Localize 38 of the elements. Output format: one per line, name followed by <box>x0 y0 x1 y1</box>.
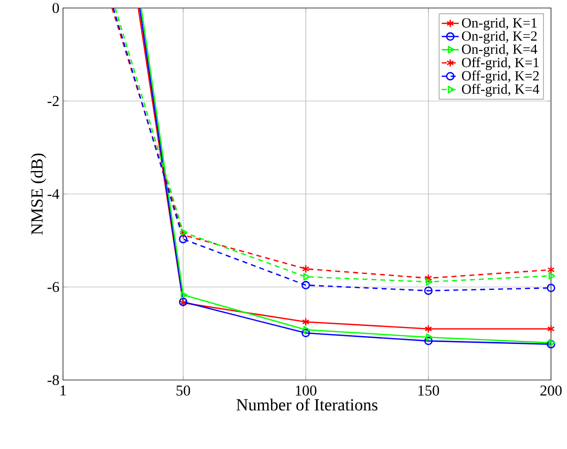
x-axis-title: Number of Iterations <box>236 398 378 411</box>
point <box>180 291 188 299</box>
point <box>548 272 556 280</box>
x-tick-label: 50 <box>176 386 190 396</box>
point <box>302 280 310 290</box>
x-tick-label: 100 <box>296 386 316 396</box>
point <box>302 264 310 274</box>
y-tick-label: -6 <box>48 282 60 292</box>
point <box>179 230 187 240</box>
x-tick-label: 150 <box>418 386 440 396</box>
y-tick-label: -8 <box>48 374 59 386</box>
legend-label: On-grid, K=1 <box>462 18 537 30</box>
point <box>547 324 555 334</box>
point <box>547 266 555 274</box>
point <box>426 278 433 286</box>
point <box>424 336 433 346</box>
legend-label: Off-grid, K=2 <box>462 70 539 84</box>
y-tick-label: 0 <box>52 2 59 14</box>
point <box>303 273 310 281</box>
point <box>302 328 310 338</box>
point <box>424 324 432 334</box>
legend-label: Off-grid, K=4 <box>462 84 540 97</box>
point <box>426 333 433 341</box>
x-tick-label: 1 <box>60 386 66 396</box>
legend-label: On-grid, K=4 <box>462 44 538 57</box>
point <box>546 284 556 292</box>
point <box>424 274 432 282</box>
point <box>180 228 188 236</box>
y-axis-title: NMSE (dB) <box>30 154 46 235</box>
x-tick-label: 200 <box>540 386 562 396</box>
y-tick-label: -4 <box>48 189 60 199</box>
y-tick-label: -2 <box>48 96 59 106</box>
legend-label: Off-grid, K=1 <box>462 57 539 70</box>
point <box>302 318 310 326</box>
legend-label: On-grid, K=2 <box>462 30 537 44</box>
point <box>303 326 310 334</box>
point <box>424 286 433 295</box>
point <box>178 234 188 244</box>
